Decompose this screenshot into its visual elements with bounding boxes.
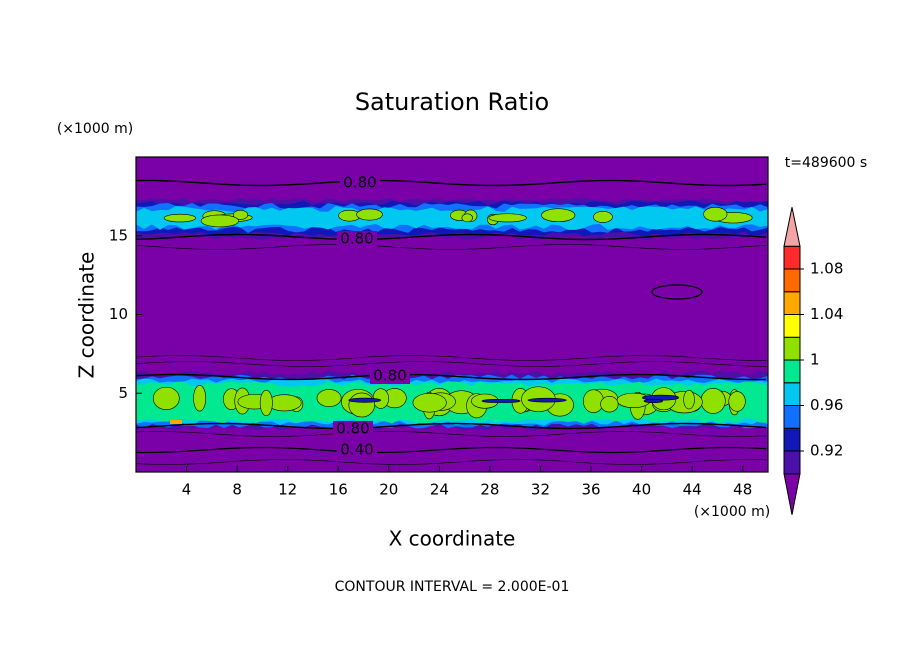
field-cell xyxy=(152,386,180,410)
chart-title: Saturation Ratio xyxy=(355,88,549,116)
field-cell xyxy=(348,397,382,403)
colorbar-extend xyxy=(783,207,801,247)
x-tick-label: 44 xyxy=(683,481,702,499)
contour-line xyxy=(135,446,767,454)
field-cell xyxy=(703,206,728,222)
contour-label-bg xyxy=(337,442,377,458)
contour-line xyxy=(651,284,703,300)
contour-label-bg xyxy=(337,231,377,247)
contour-line xyxy=(135,459,767,465)
colorbar-tick-label: 0.92 xyxy=(810,442,843,460)
colorbar-cell xyxy=(783,245,801,270)
colorbar-cell xyxy=(783,427,801,452)
contour-label: 0.80 xyxy=(373,367,406,385)
contour-line xyxy=(135,373,767,381)
colorbar-cell xyxy=(783,336,801,361)
field-cell xyxy=(232,209,249,220)
field-cell xyxy=(582,389,604,413)
colorbar-cell xyxy=(783,314,801,338)
x-tick-label: 36 xyxy=(581,481,600,499)
field-cell xyxy=(259,389,273,417)
field-cell xyxy=(356,208,383,221)
x-tick-label: 24 xyxy=(430,481,449,499)
x-tick-label: 32 xyxy=(531,481,550,499)
x-tick-label: 28 xyxy=(480,481,499,499)
y-unit: (×1000 m) xyxy=(57,121,133,137)
contour-label: 0.80 xyxy=(343,174,376,192)
field-cell xyxy=(461,213,473,223)
contour-line xyxy=(135,179,767,187)
x-tick-label: 8 xyxy=(232,481,242,499)
contour-label-bg xyxy=(333,421,373,437)
field-cell xyxy=(412,393,447,413)
field-cell xyxy=(193,385,207,412)
field-cell xyxy=(348,392,375,418)
overlay: 0.800.800.800.800.404 8 12 16 20 24 28 32 36 40 44… xyxy=(109,156,843,515)
colorbar-tick-label: 1.08 xyxy=(810,260,843,278)
x-axis-label: X coordinate xyxy=(389,527,516,551)
field-cell xyxy=(481,398,521,403)
x-tick-label: 4 xyxy=(182,481,192,499)
x-tick-label: 16 xyxy=(329,481,348,499)
field-cell xyxy=(527,397,567,403)
field-cell xyxy=(728,391,746,412)
field-cell xyxy=(488,213,527,223)
colorbar-cell xyxy=(783,268,801,293)
x-unit: (×1000 m) xyxy=(694,504,770,520)
y-tick-label: 15 xyxy=(109,226,128,244)
contour-label-bg xyxy=(340,175,380,191)
colorbar-cell xyxy=(783,291,801,315)
field-cell xyxy=(593,211,613,223)
colorbar-cell xyxy=(783,382,801,406)
colorbar-tick-label: 1 xyxy=(810,351,820,369)
field-cell xyxy=(200,214,240,228)
colorbar-cell xyxy=(783,405,801,429)
contour-line xyxy=(135,361,767,367)
x-tick-label: 40 xyxy=(632,481,651,499)
x-tick-label: 20 xyxy=(379,481,398,499)
field-cell xyxy=(316,389,342,407)
field-cell xyxy=(700,388,726,414)
contour-label-bg xyxy=(370,368,410,384)
y-tick-label: 10 xyxy=(109,305,128,323)
colorbar-tick-label: 1.04 xyxy=(810,305,843,323)
colorbar-extend xyxy=(783,473,801,515)
field-cell xyxy=(170,420,182,424)
field-cell xyxy=(600,396,619,413)
colorbar-cell xyxy=(783,450,801,475)
colorbar-cell xyxy=(783,359,801,384)
contour-line xyxy=(135,431,767,437)
contour-line xyxy=(135,355,767,361)
field-cell xyxy=(163,213,197,223)
contour-line xyxy=(135,422,767,430)
contour-label: 0.80 xyxy=(340,230,373,248)
contour-label: 0.80 xyxy=(336,420,369,438)
field-cell xyxy=(541,208,576,223)
contour-line xyxy=(135,244,767,250)
footer: CONTOUR INTERVAL = 2.000E-01 xyxy=(335,579,570,595)
colorbar-tick-label: 0.96 xyxy=(810,396,843,414)
contour-label: 0.40 xyxy=(340,441,373,459)
x-tick-label: 48 xyxy=(733,481,752,499)
y-tick-label: 5 xyxy=(118,384,128,402)
field-cell xyxy=(683,389,695,410)
contour-field xyxy=(135,157,768,472)
y-axis-label: Z coordinate xyxy=(75,252,99,379)
time-label: t=489600 s xyxy=(785,155,867,171)
x-tick-label: 12 xyxy=(278,481,297,499)
contour-line xyxy=(135,233,767,241)
field-cell xyxy=(643,399,663,404)
